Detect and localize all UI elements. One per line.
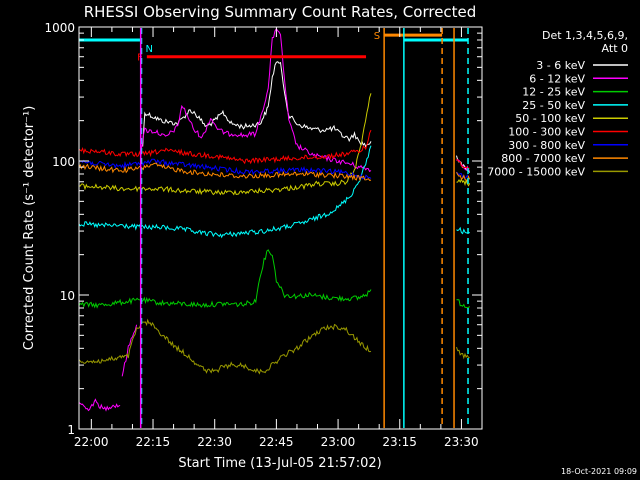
- legend-label-1: 6 - 12 keV: [529, 72, 585, 85]
- legend-label-3: 25 - 50 keV: [522, 99, 585, 112]
- x-axis: 22:00 22:15 22:30 22:45 23:00 23:15 23:30: [74, 27, 483, 449]
- annotation-label-1: N: [146, 44, 153, 55]
- series-line-6-segment-0: [78, 158, 372, 181]
- series-line-1-segment-1: [121, 324, 138, 377]
- legend-header-line-2: Att 0: [602, 42, 628, 55]
- x-tick-label: 22:30: [197, 435, 232, 449]
- annotation-label-3: S: [374, 31, 380, 42]
- x-tick-label: 22:15: [136, 435, 171, 449]
- y-tick-label: 1: [67, 423, 75, 437]
- series-line-8-segment-0: [78, 318, 372, 375]
- legend-label-7: 800 - 7000 keV: [501, 152, 585, 165]
- series-line-4-segment-0: [78, 93, 372, 196]
- legend-header-line-1: Det 1,3,4,5,6,9,: [542, 29, 628, 42]
- plot-frame: [78, 26, 483, 430]
- x-tick-label: 23:15: [382, 435, 417, 449]
- plot-area: NFS: [78, 27, 471, 428]
- series-line-2-segment-1: [456, 299, 471, 309]
- series-line-5-segment-0: [78, 129, 372, 165]
- x-axis-label: Start Time (13-Jul-05 21:57:02): [178, 456, 381, 471]
- x-tick-label: 22:45: [259, 435, 294, 449]
- series-line-3-segment-0: [78, 145, 372, 239]
- x-tick-label: 23:00: [321, 435, 356, 449]
- series-line-8-segment-1: [456, 346, 470, 360]
- y-tick-label: 10: [60, 289, 75, 303]
- y-axis: 1 10 100 1000: [44, 21, 482, 437]
- legend-label-5: 100 - 300 keV: [508, 126, 585, 139]
- legend-label-0: 3 - 6 keV: [536, 59, 585, 72]
- series-line-2-segment-0: [78, 249, 372, 309]
- legend-label-4: 50 - 100 keV: [515, 112, 585, 125]
- legend-label-2: 12 - 25 keV: [522, 86, 585, 99]
- legend-label-6: 300 - 800 keV: [508, 139, 585, 152]
- chart-title: RHESSI Observing Summary Count Rates, Co…: [84, 3, 477, 21]
- x-tick-label: 22:00: [74, 435, 109, 449]
- legend-label-8: 7000 - 15000 keV: [487, 165, 585, 178]
- x-tick-label: 23:30: [444, 435, 479, 449]
- timestamp: 18-Oct-2021 09:09: [561, 467, 637, 476]
- y-tick-label: 100: [52, 155, 75, 169]
- y-tick-label: 1000: [44, 21, 75, 35]
- y-axis-label: Corrected Count Rate (s⁻¹ detector⁻¹): [22, 106, 37, 351]
- series-line-7-segment-0: [78, 162, 372, 182]
- series-line-1-segment-0: [78, 398, 121, 412]
